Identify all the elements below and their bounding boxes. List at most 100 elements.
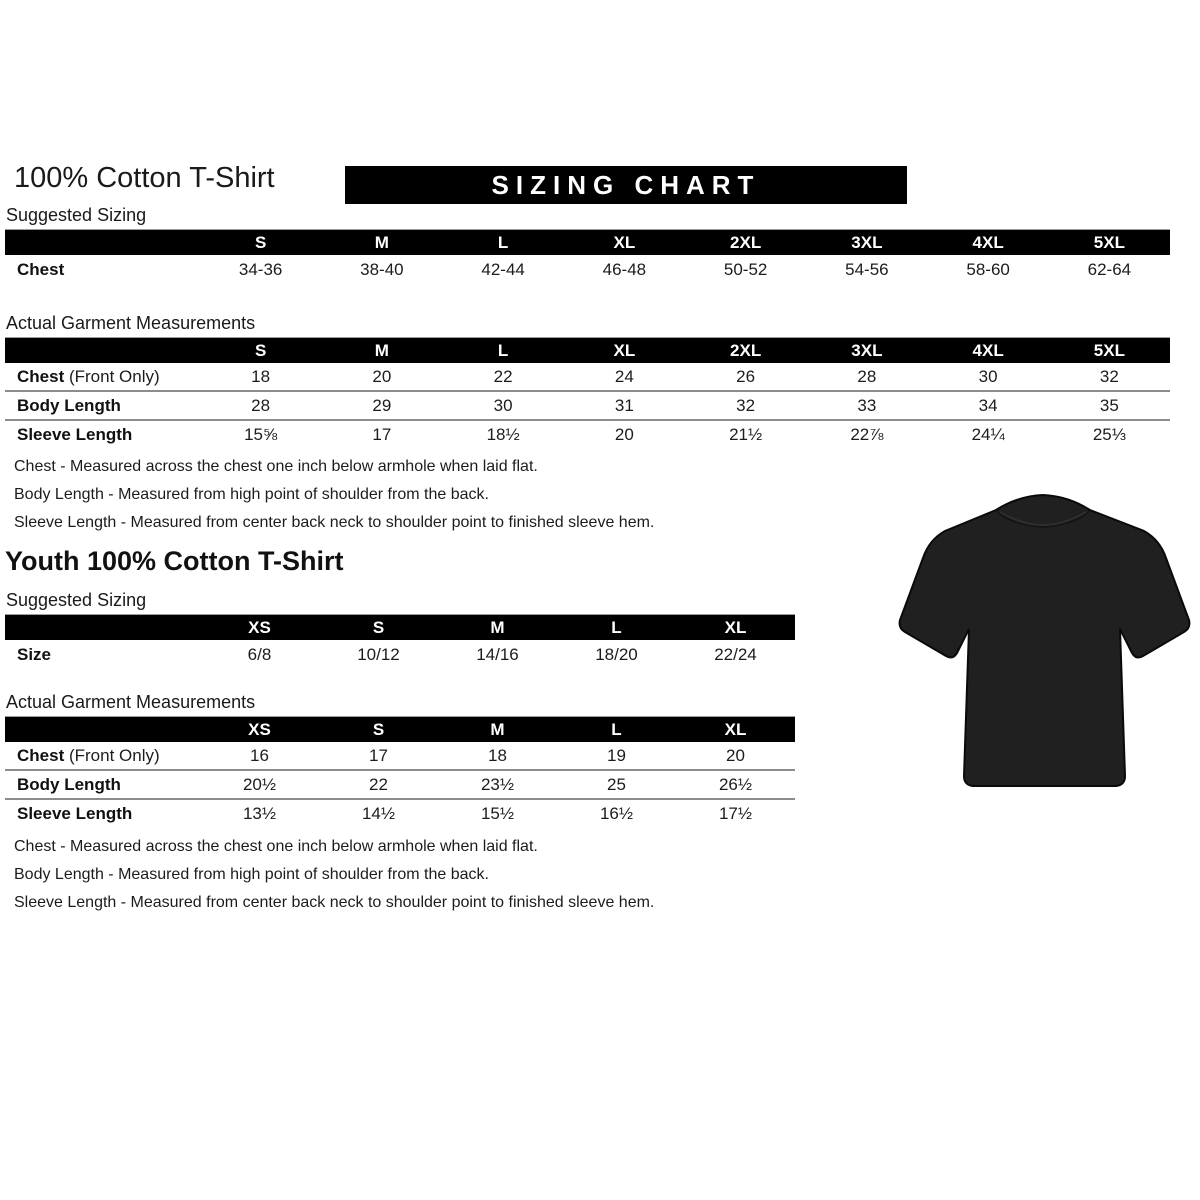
cell: 22/24: [714, 645, 757, 664]
table-row-chest: Chest (Front Only) 16 17 18 19 20: [5, 742, 795, 770]
cell: 22⅞: [806, 419, 928, 448]
cell: 17: [369, 745, 388, 765]
cell: 35: [1048, 390, 1170, 420]
header-cell-empty: [5, 614, 200, 640]
cell: 18½: [442, 419, 564, 448]
header-cell: 4XL: [927, 337, 1049, 363]
cell: 15½: [438, 798, 557, 827]
table-header-row: S M L XL 2XL 3XL 4XL 5XL: [5, 229, 1170, 255]
row-label: Sleeve Length: [5, 798, 200, 827]
tshirt-collar: [996, 510, 1090, 528]
youth-suggested-sizing-table: XS S M L XL Size 6/8 10/12 14/16 18/20 2…: [5, 614, 795, 670]
cell: 26½: [676, 769, 795, 799]
cell: 18/20: [595, 645, 638, 664]
cell: 17½: [676, 798, 795, 827]
cell: 46-48: [602, 260, 647, 279]
header-cell: S: [200, 337, 322, 363]
header-cell: 3XL: [806, 337, 928, 363]
header-cell: L: [442, 229, 564, 255]
cell: 22: [319, 769, 438, 799]
cell: 17: [321, 419, 443, 448]
cell: 42-44: [481, 260, 525, 279]
cell: 33: [806, 390, 928, 420]
cell: 20½: [200, 769, 319, 799]
cell: 50-52: [723, 260, 768, 279]
cell: 34-36: [238, 260, 283, 279]
cell: 14/16: [476, 645, 519, 664]
table-row-body-length: Body Length 20½ 22 23½ 25 26½: [5, 769, 795, 799]
cell: 31: [563, 390, 685, 420]
table-row-sleeve-length: Sleeve Length 15⅝ 17 18½ 20 21½ 22⅞ 24¼ …: [5, 419, 1170, 448]
cell: 20: [372, 366, 392, 386]
header-cell: XL: [563, 229, 685, 255]
header-cell: M: [321, 337, 443, 363]
cell: 38-40: [360, 260, 404, 279]
row-label: Chest: [17, 260, 65, 279]
cell: 24: [614, 366, 634, 386]
youth-measurement-notes: Chest - Measured across the chest one in…: [14, 838, 654, 922]
table-header-row: S M L XL 2XL 3XL 4XL 5XL: [5, 337, 1170, 363]
cell: 30: [442, 390, 564, 420]
cell: 29: [321, 390, 443, 420]
header-cell: 3XL: [806, 229, 928, 255]
row-label: Body Length: [5, 769, 200, 799]
header-cell: M: [438, 614, 557, 640]
cell: 32: [685, 390, 807, 420]
table-row-sleeve-length: Sleeve Length 13½ 14½ 15½ 16½ 17½: [5, 798, 795, 827]
header-cell: XL: [563, 337, 685, 363]
row-label: Chest (Front Only): [17, 745, 160, 765]
cell: 25⅓: [1048, 419, 1170, 448]
sizing-chart-banner: SIZING CHART: [345, 166, 907, 204]
adult-measurement-notes: Chest - Measured across the chest one in…: [14, 458, 654, 542]
cell: 6/8: [247, 645, 272, 664]
table-row-size: Size 6/8 10/12 14/16 18/20 22/24: [5, 640, 795, 670]
cell: 10/12: [357, 645, 400, 664]
header-cell: M: [438, 716, 557, 742]
cell: 26: [736, 366, 756, 386]
header-cell: 2XL: [685, 337, 807, 363]
header-cell-empty: [5, 716, 200, 742]
note-chest: Chest - Measured across the chest one in…: [14, 838, 538, 855]
header-cell: L: [442, 337, 564, 363]
header-cell: M: [321, 229, 443, 255]
header-cell: S: [319, 614, 438, 640]
cell: 21½: [685, 419, 807, 448]
note-sleeve-length: Sleeve Length - Measured from center bac…: [14, 514, 655, 531]
cell: 18: [251, 366, 271, 386]
adult-actual-measurements-table: S M L XL 2XL 3XL 4XL 5XL Chest (Front On…: [5, 337, 1170, 448]
adult-actual-measurements-label: Actual Garment Measurements: [6, 313, 256, 333]
cell: 30: [978, 366, 998, 386]
row-label: Sleeve Length: [5, 419, 200, 448]
table-row-body-length: Body Length 28 29 30 31 32 33 34 35: [5, 390, 1170, 420]
cell: 28: [857, 366, 877, 386]
cell: 58-60: [966, 260, 1010, 279]
cell: 28: [200, 390, 322, 420]
cell: 23½: [438, 769, 557, 799]
page-title: 100% Cotton T-Shirt: [14, 162, 275, 194]
header-cell: S: [319, 716, 438, 742]
cell: 14½: [319, 798, 438, 827]
header-cell: S: [200, 229, 322, 255]
youth-actual-measurements-table: XS S M L XL Chest (Front Only) 16 17 18 …: [5, 716, 795, 827]
table-row: Chest 34-36 38-40 42-44 46-48 50-52 54-5…: [5, 255, 1170, 285]
cell: 16½: [557, 798, 676, 827]
header-cell: XL: [676, 614, 795, 640]
table-header-row: XS S M L XL: [5, 716, 795, 742]
cell: 20: [563, 419, 685, 448]
header-cell: 5XL: [1048, 337, 1170, 363]
header-cell: 5XL: [1048, 229, 1170, 255]
header-cell-empty: [5, 229, 200, 255]
youth-suggested-sizing-label: Suggested Sizing: [6, 590, 147, 610]
note-body-length: Body Length - Measured from high point o…: [14, 866, 489, 883]
note-sleeve-length: Sleeve Length - Measured from center bac…: [14, 894, 655, 911]
tshirt-image: [890, 476, 1195, 811]
cell: 24¼: [927, 419, 1049, 448]
header-cell: XL: [676, 716, 795, 742]
header-cell: XS: [200, 716, 319, 742]
header-cell: XS: [200, 614, 319, 640]
header-cell: 2XL: [685, 229, 807, 255]
adult-suggested-sizing-label: Suggested Sizing: [6, 205, 147, 225]
cell: 20: [726, 745, 745, 765]
cell: 34: [927, 390, 1049, 420]
